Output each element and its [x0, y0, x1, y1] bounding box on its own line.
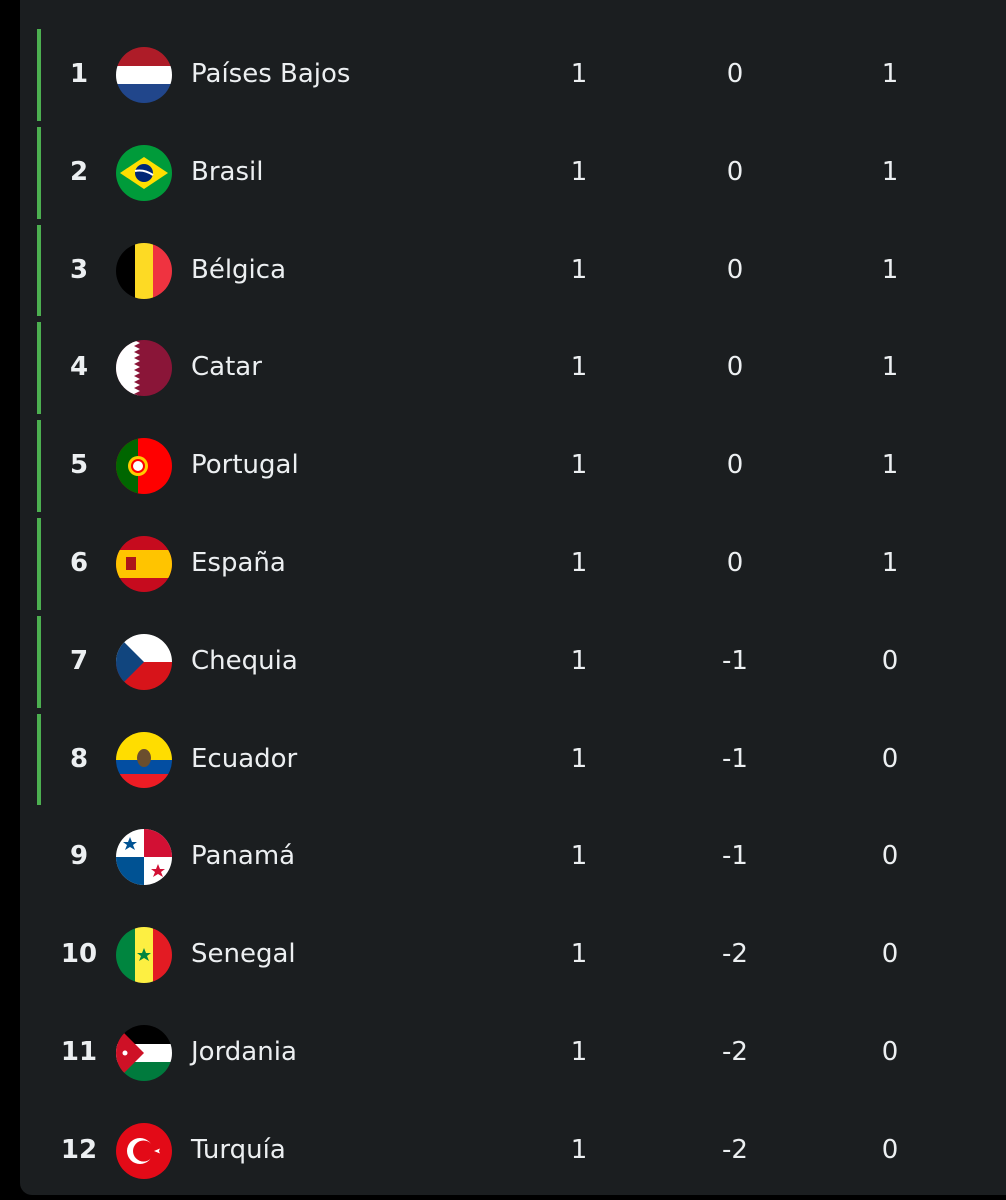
table-row: 4 Catar 1 0 1: [20, 319, 1006, 417]
rank: 4: [69, 352, 89, 383]
team-flag: [116, 927, 172, 984]
table-row: 1 Países Bajos 1 0 1: [20, 26, 1006, 124]
rank: 1: [69, 59, 89, 89]
goal-difference: 0: [726, 254, 744, 285]
team-flag: [116, 1025, 172, 1081]
team-name: Panamá: [191, 841, 296, 872]
team-name: Jordania: [191, 1037, 297, 1067]
goal-difference: -1: [722, 743, 748, 774]
rank: 7: [69, 645, 89, 676]
standings-table: 1 Países Bajos 1 0 1 2 Brasil 1 0 1 3 Bélgica 1 0 1 4 Ca…: [20, 0, 1006, 1195]
rank: 11: [60, 1037, 98, 1067]
played: 1: [570, 645, 588, 676]
points: 0: [881, 841, 899, 872]
rank: 12: [60, 1134, 98, 1165]
team-flag: [116, 438, 172, 495]
team-flag: [116, 340, 172, 397]
team-flag: [116, 47, 172, 103]
table-row: 8 Ecuador 1 -1 0: [20, 711, 1006, 809]
rank: 2: [69, 156, 89, 187]
team-flag: [116, 242, 172, 299]
goal-difference: 0: [726, 450, 744, 481]
played: 1: [570, 156, 588, 187]
played: 1: [570, 59, 588, 89]
goal-difference: 0: [726, 548, 744, 578]
points: 1: [881, 156, 899, 187]
team-name: Ecuador: [191, 743, 298, 774]
points: 1: [881, 450, 899, 481]
played: 1: [570, 1134, 588, 1165]
played: 1: [570, 1037, 588, 1067]
team-name: Portugal: [191, 450, 299, 481]
points: 0: [881, 939, 899, 970]
goal-difference: -1: [722, 841, 748, 872]
points: 1: [881, 254, 899, 285]
played: 1: [570, 548, 588, 578]
team-flag: [116, 731, 172, 788]
table-row: 2 Brasil 1 0 1: [20, 124, 1006, 222]
team-name: España: [191, 548, 286, 578]
team-flag: [116, 536, 172, 592]
rank: 6: [69, 548, 89, 578]
goal-difference: -2: [722, 939, 748, 970]
team-name: Turquía: [191, 1134, 286, 1165]
team-name: Países Bajos: [191, 59, 351, 89]
table-row: 5 Portugal 1 0 1: [20, 417, 1006, 515]
rank: 10: [60, 939, 98, 970]
played: 1: [570, 841, 588, 872]
points: 0: [881, 743, 899, 774]
points: 1: [881, 59, 899, 89]
goal-difference: -2: [722, 1037, 748, 1067]
played: 1: [570, 254, 588, 285]
team-flag: [116, 1122, 172, 1179]
team-name: Brasil: [191, 156, 264, 187]
played: 1: [570, 450, 588, 481]
goal-difference: -2: [722, 1134, 748, 1165]
team-name: Senegal: [191, 939, 296, 970]
table-row: 7 Chequia 1 -1 0: [20, 613, 1006, 711]
rank: 9: [69, 841, 89, 872]
points: 0: [881, 1037, 899, 1067]
rank: 3: [69, 254, 89, 285]
table-row: 6 España 1 0 1: [20, 515, 1006, 613]
rank: 8: [69, 743, 89, 774]
team-name: Chequia: [191, 645, 298, 676]
team-flag: [116, 829, 172, 886]
rank: 5: [69, 450, 89, 481]
team-flag: [116, 144, 172, 201]
played: 1: [570, 352, 588, 383]
played: 1: [570, 743, 588, 774]
goal-difference: 0: [726, 59, 744, 89]
goal-difference: -1: [722, 645, 748, 676]
points: 1: [881, 548, 899, 578]
team-name: Catar: [191, 352, 262, 383]
table-row: 10 Senegal 1 -2 0: [20, 906, 1006, 1004]
team-flag: [116, 633, 172, 690]
table-row: 11 Jordania 1 -2 0: [20, 1004, 1006, 1102]
table-row: 3 Bélgica 1 0 1: [20, 222, 1006, 320]
team-name: Bélgica: [191, 254, 287, 285]
points: 0: [881, 1134, 899, 1165]
points: 0: [881, 645, 899, 676]
goal-difference: 0: [726, 352, 744, 383]
played: 1: [570, 939, 588, 970]
points: 1: [881, 352, 899, 383]
table-row: 9 Panamá 1 -1 0: [20, 808, 1006, 906]
goal-difference: 0: [726, 156, 744, 187]
table-row: 12 Turquía 1 -2 0: [20, 1102, 1006, 1200]
